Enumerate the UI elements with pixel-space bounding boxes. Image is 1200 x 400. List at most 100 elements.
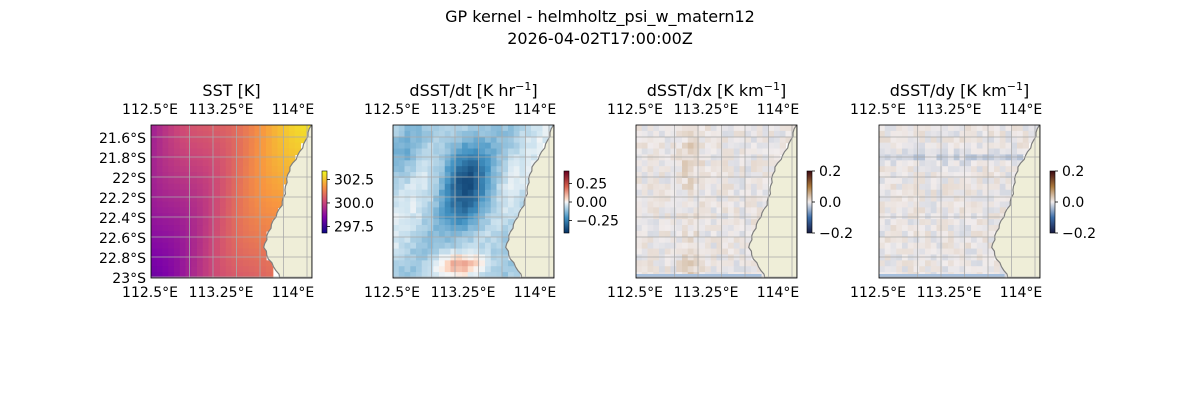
heatmap-cell (959, 260, 966, 267)
heatmap-cell (208, 207, 215, 214)
heatmap-cell (513, 160, 521, 167)
heatmap-cell (664, 207, 672, 214)
heatmap-cell (479, 254, 486, 261)
heatmap-cell (890, 195, 897, 203)
heatmap-cell (410, 172, 417, 179)
heatmap-cell (982, 213, 989, 220)
heatmap-cell (496, 189, 503, 197)
heatmap-cell (197, 225, 204, 232)
heatmap-cell (930, 160, 938, 167)
heatmap-cell (988, 230, 995, 238)
heatmap-cell (404, 142, 411, 150)
heatmap-cell (225, 136, 233, 144)
heatmap-cell (896, 125, 903, 132)
heatmap-cell (277, 142, 284, 150)
heatmap-cell (398, 125, 406, 132)
heatmap-cell (393, 236, 400, 244)
heatmap-cell (902, 242, 909, 250)
heatmap-cell (179, 125, 187, 132)
heatmap-cell (289, 154, 296, 161)
heatmap-cell (676, 266, 683, 273)
heatmap-cell (739, 248, 746, 256)
heatmap-cell (913, 207, 920, 214)
heatmap-cell (896, 136, 903, 144)
colorbar-tick-label: −0.2 (1062, 226, 1096, 242)
heatmap-cell (930, 195, 938, 203)
heatmap-cell (191, 260, 198, 267)
heatmap-cell (722, 154, 729, 161)
heatmap-cell (976, 172, 984, 179)
heatmap-cell (739, 225, 746, 232)
heatmap-cell (162, 160, 169, 167)
heatmap-cell (733, 242, 741, 250)
heatmap-cell (733, 225, 741, 232)
heatmap-cell (519, 142, 526, 150)
heatmap-cell (191, 266, 198, 273)
heatmap-cell (699, 236, 706, 244)
heatmap-cell (971, 142, 978, 150)
heatmap-cell (283, 136, 290, 144)
heatmap-cell (266, 266, 273, 273)
heatmap-cell (151, 260, 158, 267)
heatmap-cell (433, 195, 440, 203)
heatmap-cell (930, 125, 938, 132)
heatmap-cell (948, 136, 955, 144)
heatmap-cell (687, 236, 695, 244)
heatmap-cell (404, 160, 411, 167)
heatmap-cell (641, 266, 649, 273)
heatmap-cell (670, 177, 677, 185)
heatmap-cell (682, 148, 689, 156)
heatmap-cell (404, 166, 411, 173)
heatmap-cell (913, 154, 920, 161)
heatmap-cell (682, 195, 689, 203)
heatmap-cell (733, 160, 741, 167)
heatmap-cell (266, 195, 273, 203)
heatmap-cell (174, 230, 181, 238)
heatmap-cell (664, 260, 672, 267)
heatmap-cell (231, 125, 238, 132)
heatmap-cell (179, 219, 187, 226)
heatmap-cell (647, 154, 654, 161)
heatmap-cell (444, 177, 452, 185)
heatmap-cell (294, 125, 302, 132)
heatmap-cell (162, 136, 169, 144)
heatmap-cell (953, 189, 961, 197)
heatmap-cell (659, 142, 666, 150)
heatmap-cell (756, 207, 764, 214)
heatmap-cell (260, 201, 267, 208)
heatmap-cell (699, 160, 706, 167)
heatmap-cell (191, 201, 198, 208)
heatmap-cell (433, 260, 440, 267)
heatmap-cell (682, 172, 689, 179)
heatmap-cell (191, 125, 198, 132)
heatmap-cell (953, 254, 961, 261)
heatmap-cell (879, 177, 886, 185)
heatmap-cell (243, 195, 250, 203)
heatmap-cell (948, 236, 955, 244)
heatmap-cell (416, 177, 423, 185)
heatmap-cell (710, 136, 718, 144)
heatmap-cell (907, 242, 915, 250)
heatmap-cell (191, 177, 198, 185)
heatmap-cell (659, 195, 666, 203)
heatmap-cell (416, 225, 423, 232)
heatmap-cell (156, 142, 164, 150)
heatmap-cell (890, 219, 897, 226)
heatmap-cell (490, 195, 498, 203)
heatmap-cell (976, 189, 984, 197)
heatmap-cell (185, 266, 192, 273)
heatmap-cell (179, 148, 187, 156)
heatmap-cell (456, 154, 463, 161)
heatmap-cell (168, 230, 175, 238)
heatmap-cell (191, 189, 198, 197)
heatmap-cell (271, 160, 279, 167)
heatmap-cell (971, 166, 978, 173)
heatmap-cell (710, 130, 718, 138)
heatmap-cell (231, 172, 238, 179)
heatmap-cell (467, 213, 475, 220)
heatmap-cell (260, 130, 267, 138)
heatmap-cell (266, 148, 273, 156)
heatmap-cell (439, 160, 446, 167)
heatmap-cell (191, 130, 198, 138)
